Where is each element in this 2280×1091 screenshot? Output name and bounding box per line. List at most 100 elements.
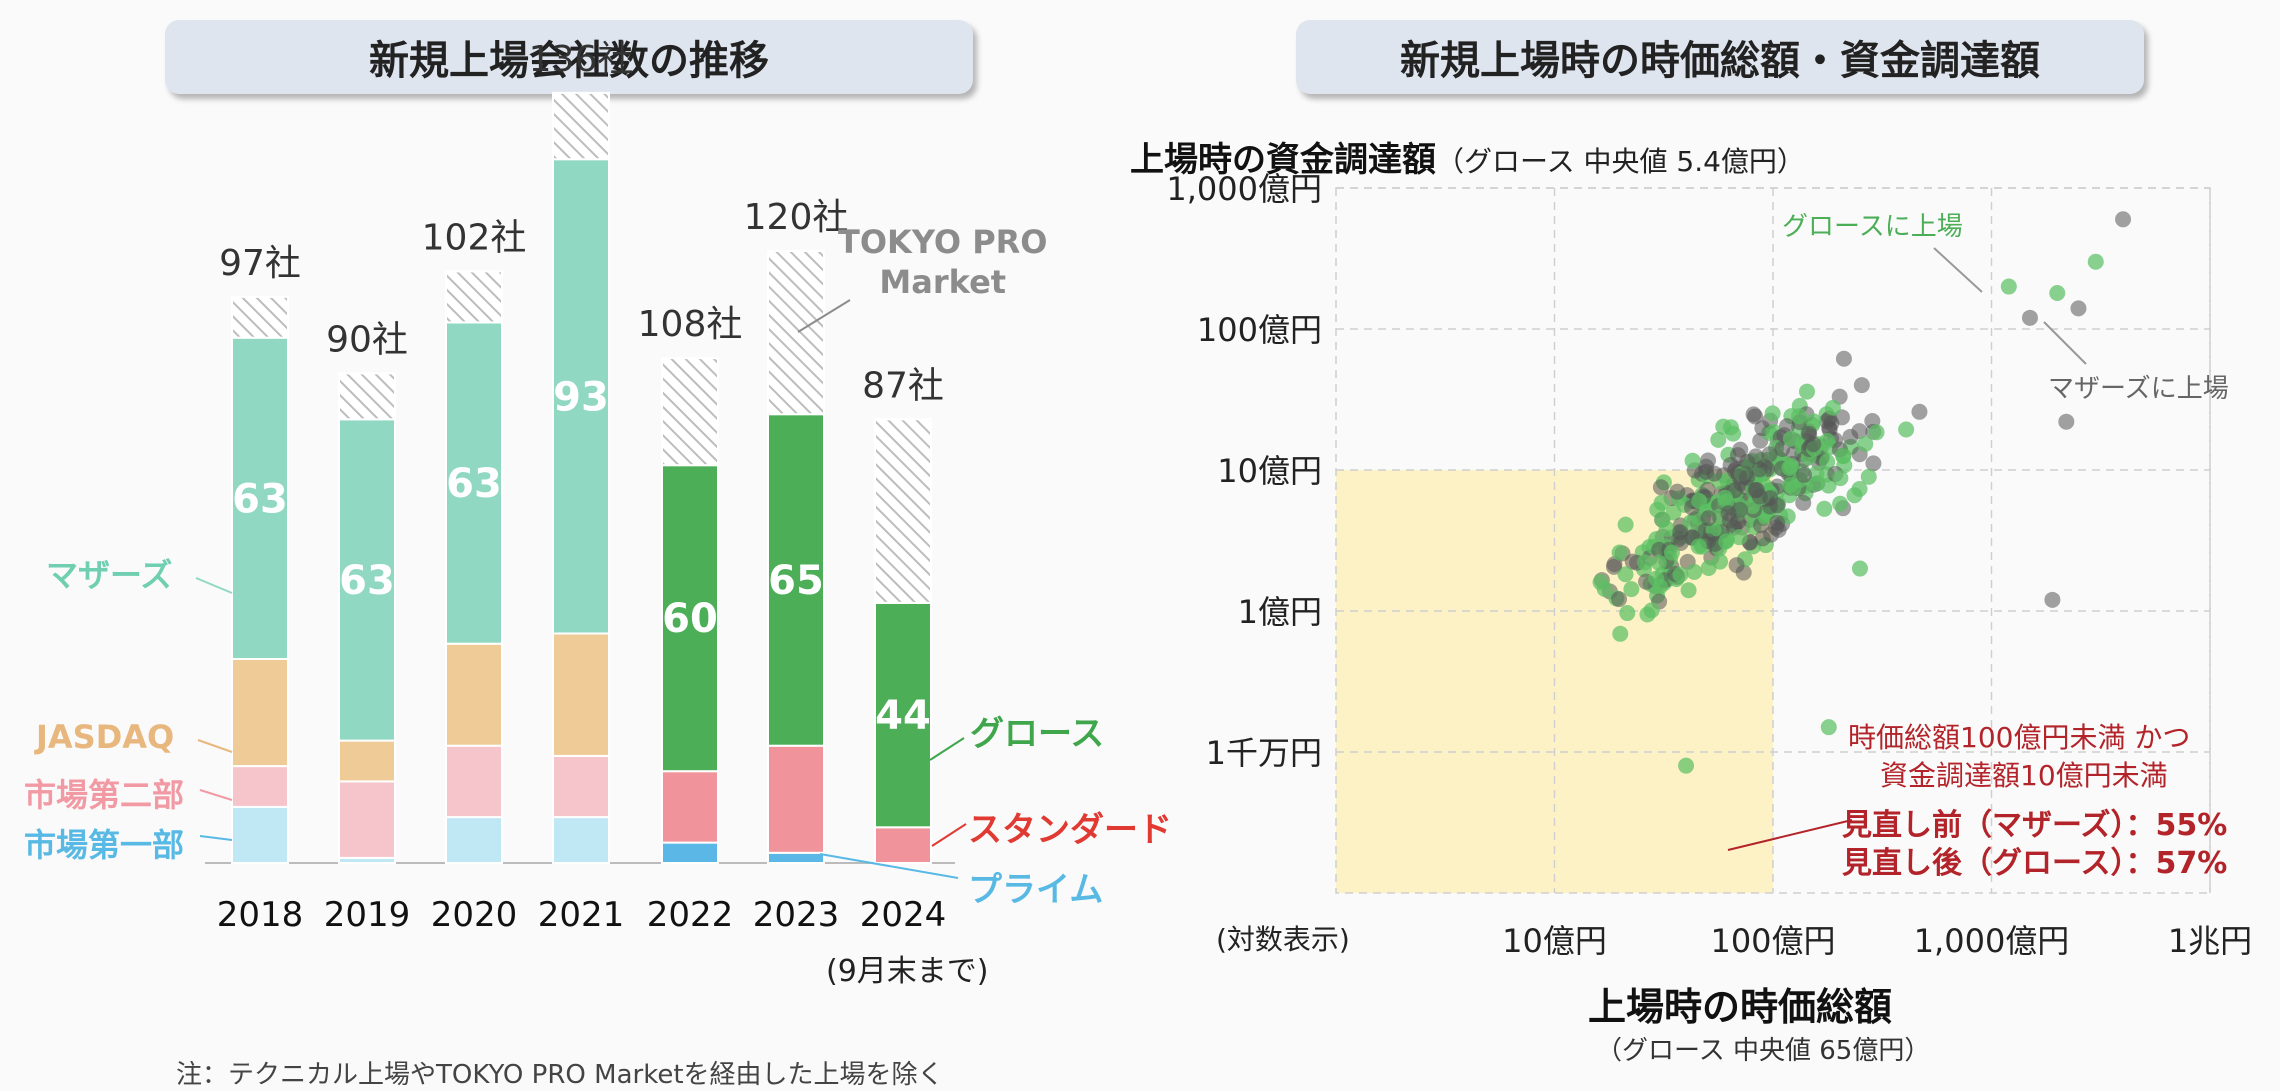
total-label: 90社 xyxy=(326,319,408,360)
bar-segment xyxy=(232,297,288,338)
point-growth xyxy=(1612,545,1628,561)
legend-growth: グロース xyxy=(970,706,1104,755)
legend-second: 市場第二部 xyxy=(24,770,184,816)
bar-segment xyxy=(446,644,502,746)
total-label: 97社 xyxy=(219,243,301,284)
y-tick-label: 100億円 xyxy=(1197,311,1322,349)
y-tick-label: 1億円 xyxy=(1238,593,1322,631)
leader-standard xyxy=(932,824,966,846)
leader-growth-listing xyxy=(1934,248,1982,292)
total-label: 120社 xyxy=(744,197,849,238)
point-mothers xyxy=(1611,591,1627,607)
bar-segment xyxy=(446,271,502,322)
point-mothers xyxy=(1729,557,1745,573)
bar-segment xyxy=(662,358,718,465)
legend-mothers: マザーズ xyxy=(46,550,172,596)
bar-segment xyxy=(232,659,288,766)
point-growth xyxy=(1619,605,1635,621)
point-growth xyxy=(1672,567,1688,583)
bar-segment xyxy=(553,634,609,756)
point-growth xyxy=(1791,408,1807,424)
x-tick-label: 100億円 xyxy=(1710,922,1835,960)
bar-segment xyxy=(662,771,718,842)
point-growth xyxy=(1785,480,1801,496)
point-mothers xyxy=(1748,448,1764,464)
bar-segment xyxy=(768,746,824,853)
point-growth xyxy=(1852,481,1868,497)
point-growth xyxy=(1651,555,1667,571)
point-growth xyxy=(1637,554,1653,570)
point-growth xyxy=(1654,495,1670,511)
point-mothers xyxy=(1701,510,1717,526)
region-box-line4: 見直し後（グロース）：57% xyxy=(1842,838,2227,882)
x-tick-label: 1,000億円 xyxy=(1914,922,2070,960)
leader-growth xyxy=(930,738,964,760)
y-tick-label: 10億円 xyxy=(1217,452,1322,490)
point-growth xyxy=(1678,758,1694,774)
bar-segment xyxy=(553,817,609,863)
point-mothers xyxy=(2115,211,2131,227)
leader-mothers xyxy=(196,578,232,593)
x-tick-label: 2022 xyxy=(647,895,734,935)
point-mothers xyxy=(1698,464,1714,480)
point-growth xyxy=(1808,476,1824,492)
bar-chart: 63 97社 2018 63 90社 2019 63 102社 2020 93 136社 2021 60… xyxy=(196,39,966,935)
point-growth xyxy=(1718,534,1734,550)
bar-segment xyxy=(553,756,609,817)
data-label: 63 xyxy=(232,476,288,522)
point-growth xyxy=(1623,581,1639,597)
point-growth xyxy=(2049,285,2065,301)
x-tick-label: 2023 xyxy=(753,895,840,935)
point-mothers xyxy=(2058,414,2074,430)
point-growth xyxy=(1857,436,1873,452)
bar-segment xyxy=(875,419,931,603)
bar-segment xyxy=(232,807,288,863)
point-mothers xyxy=(1911,404,1927,420)
point-mothers xyxy=(1795,495,1811,511)
point-growth xyxy=(1618,517,1634,533)
footnote: 注：テクニカル上場やTOKYO PRO Marketを経由した上場を除く xyxy=(176,1054,944,1091)
point-growth xyxy=(1821,719,1837,735)
point-mothers xyxy=(1762,490,1778,506)
x-tick-label: 2018 xyxy=(217,895,304,935)
bar-segment xyxy=(446,746,502,817)
point-mothers xyxy=(1762,446,1778,462)
point-growth xyxy=(1799,384,1815,400)
scale-note: (対数表示) xyxy=(1216,918,1350,958)
point-growth xyxy=(1691,539,1707,555)
point-mothers xyxy=(1854,377,1870,393)
legend-first: 市場第一部 xyxy=(24,820,184,866)
point-mothers xyxy=(2044,592,2060,608)
bar-segment xyxy=(339,373,395,419)
point-growth xyxy=(1686,564,1702,580)
point-growth xyxy=(1825,400,1841,416)
point-growth xyxy=(1898,422,1914,438)
x-tick-label: 2019 xyxy=(324,895,411,935)
leader-second xyxy=(200,790,232,800)
leader-first xyxy=(200,836,232,840)
point-growth xyxy=(1593,574,1609,590)
y-axis-title-main: 上場時の資金調達額 xyxy=(1130,140,1436,180)
point-growth xyxy=(1648,571,1664,587)
bar-segment xyxy=(553,93,609,159)
point-mothers xyxy=(1823,415,1839,431)
x-axis-title: 上場時の時価総額 xyxy=(1588,976,1892,1031)
point-growth xyxy=(1816,501,1832,517)
total-label: 87社 xyxy=(862,365,944,406)
x-axis-subtitle: （グロース 中央値 65億円） xyxy=(1596,1030,1930,1067)
total-label: 108社 xyxy=(638,304,743,345)
bar-segment xyxy=(446,817,502,863)
x-tick-label: 1兆円 xyxy=(2168,922,2252,960)
leader-jasdaq xyxy=(198,740,232,752)
legend-prime: プライム xyxy=(968,862,1103,911)
x-tick-label: 2020 xyxy=(431,895,518,935)
total-label: 102社 xyxy=(422,217,527,258)
region-box-line2: 資金調達額10億円未満 xyxy=(1880,754,2168,794)
point-growth xyxy=(1681,582,1697,598)
point-growth xyxy=(1852,561,1868,577)
point-mothers xyxy=(2022,310,2038,326)
y-axis-title: 上場時の資金調達額（グロース 中央値 5.4億円） xyxy=(1130,132,1805,181)
point-growth xyxy=(2088,254,2104,270)
y-axis-subtitle: （グロース 中央値 5.4億円） xyxy=(1436,145,1805,178)
data-label: 65 xyxy=(768,558,824,604)
